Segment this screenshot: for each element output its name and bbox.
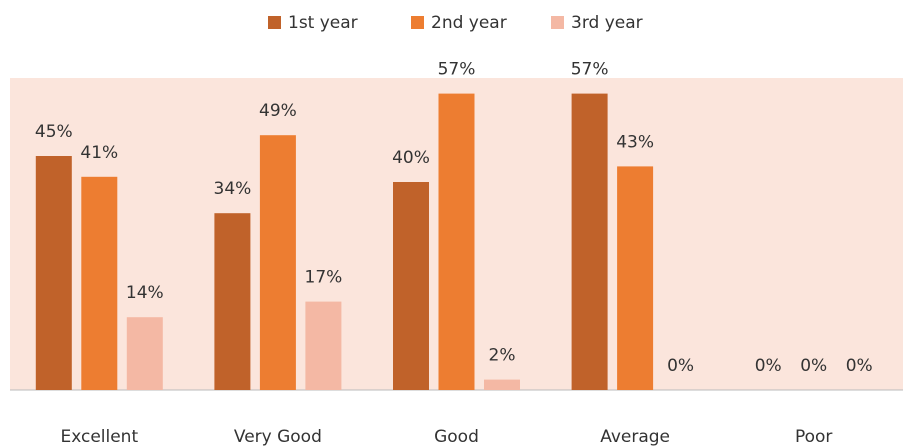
x-tick-label: Poor xyxy=(795,427,832,447)
bar xyxy=(81,176,118,390)
legend-label: 1st year xyxy=(288,13,358,33)
bar xyxy=(305,301,342,390)
bar xyxy=(214,213,251,390)
x-tick-label: Average xyxy=(600,427,670,447)
bar xyxy=(484,379,520,390)
value-label: 43% xyxy=(616,132,654,152)
value-label: 57% xyxy=(438,60,476,80)
bar xyxy=(393,182,429,390)
value-label: 40% xyxy=(392,148,430,168)
legend-label: 2nd year xyxy=(431,13,507,33)
legend-label: 3rd year xyxy=(571,13,643,33)
legend-swatch xyxy=(551,16,564,29)
value-label: 2% xyxy=(489,346,516,366)
bar xyxy=(571,93,608,390)
value-label: 0% xyxy=(800,356,827,376)
bar xyxy=(259,135,296,390)
value-label: 0% xyxy=(755,356,782,376)
value-label: 14% xyxy=(126,283,164,303)
x-tick-label: Good xyxy=(434,427,479,447)
bar xyxy=(126,317,163,390)
legend-swatch xyxy=(268,16,281,29)
bar xyxy=(35,156,72,390)
value-label: 0% xyxy=(667,356,694,376)
x-tick-label: Excellent xyxy=(60,427,138,447)
value-label: 57% xyxy=(571,60,609,80)
legend-swatch xyxy=(411,16,424,29)
value-label: 17% xyxy=(305,268,343,288)
bar xyxy=(617,166,654,390)
value-label: 34% xyxy=(214,179,252,199)
x-tick-label: Very Good xyxy=(234,427,322,447)
value-label: 49% xyxy=(259,101,297,121)
value-label: 41% xyxy=(80,143,118,163)
value-label: 45% xyxy=(35,122,73,142)
bar xyxy=(438,93,475,390)
value-label: 0% xyxy=(846,356,873,376)
